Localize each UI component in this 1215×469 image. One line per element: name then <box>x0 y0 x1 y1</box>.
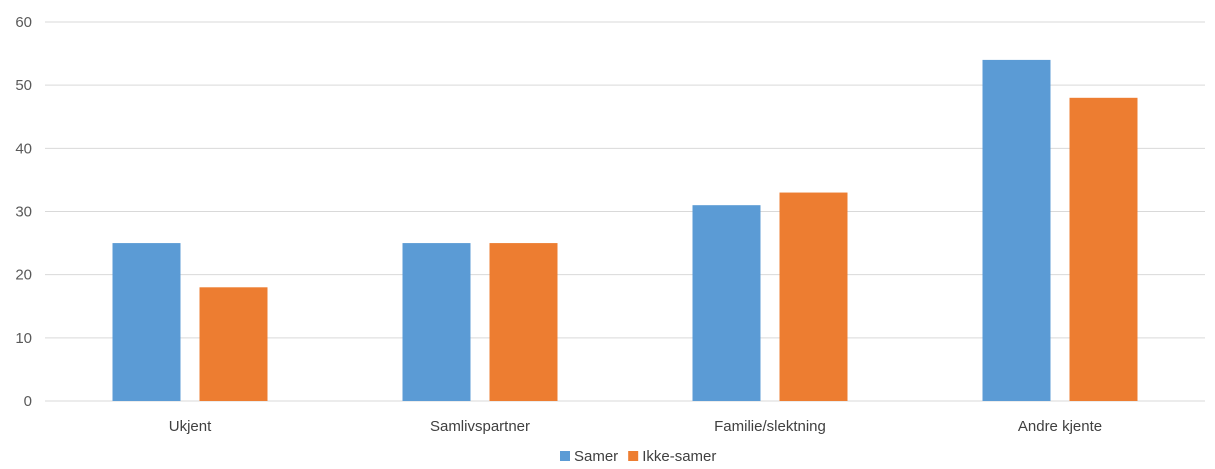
bar-samer-1 <box>402 243 471 401</box>
bars <box>112 59 1138 402</box>
legend-label: Samer <box>574 448 618 465</box>
y-tick-label: 60 <box>15 14 32 31</box>
x-category-label: Andre kjente <box>1018 418 1102 435</box>
bar-ikke-samer-0 <box>199 287 268 401</box>
bar-ikke-samer-1 <box>489 243 558 401</box>
x-category-label: Familie/slektning <box>714 418 826 435</box>
bar-ikke-samer-2 <box>779 192 848 401</box>
bar-samer-3 <box>982 59 1051 402</box>
bar-samer-2 <box>692 205 761 401</box>
x-axis-categories: Ukjent Samlivspartner Familie/slektning And… <box>169 418 1102 435</box>
x-category-label: Samlivspartner <box>430 418 530 435</box>
bar-ikke-samer-3 <box>1069 97 1138 402</box>
legend: Samer Ikke-samer <box>560 448 716 465</box>
legend-swatch-ikke-samer <box>628 451 639 461</box>
y-tick-label: 20 <box>15 267 32 284</box>
y-axis-ticks: 0 10 20 30 40 50 60 <box>15 14 32 410</box>
y-tick-label: 10 <box>15 330 32 347</box>
legend-label: Ikke-samer <box>642 448 716 465</box>
y-tick-label: 0 <box>24 393 32 410</box>
legend-swatch-samer <box>560 451 570 461</box>
y-tick-label: 40 <box>15 140 32 157</box>
x-category-label: Ukjent <box>169 418 212 435</box>
bar-samer-0 <box>112 243 181 401</box>
y-tick-label: 30 <box>15 204 32 221</box>
y-tick-label: 50 <box>15 77 32 94</box>
